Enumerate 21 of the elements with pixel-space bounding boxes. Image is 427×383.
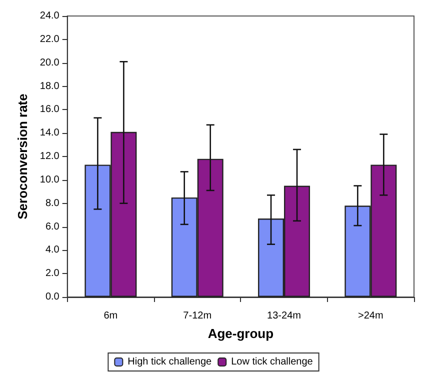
y-tick-label: 20.0: [40, 57, 60, 68]
y-tick-label: 6.0: [45, 221, 60, 232]
x-tick-label: 7-12m: [183, 310, 212, 322]
y-tick-label: 12.0: [40, 151, 60, 162]
x-axis-title: Age-group: [208, 326, 274, 341]
y-tick-label: 24.0: [40, 10, 60, 22]
y-tick-label: 10.0: [40, 174, 60, 186]
y-tick-label: 0.0: [45, 292, 60, 302]
legend-label: Low tick challenge: [231, 356, 314, 368]
y-tick-label: 8.0: [45, 198, 60, 209]
legend-label: High tick challenge: [128, 356, 212, 368]
y-axis-title: Seroconversion rate: [15, 94, 30, 220]
y-tick-label: 22.0: [40, 34, 60, 45]
y-tick-label: 16.0: [40, 104, 60, 116]
y-tick-label: 4.0: [45, 244, 60, 256]
x-tick-label: 6m: [104, 310, 118, 322]
x-tick-label: >24m: [358, 310, 384, 322]
x-tick-label: 13-24m: [267, 310, 301, 322]
y-tick-label: 18.0: [40, 80, 60, 92]
y-tick-label: 14.0: [40, 128, 60, 139]
y-tick-label: 2.0: [45, 268, 60, 280]
